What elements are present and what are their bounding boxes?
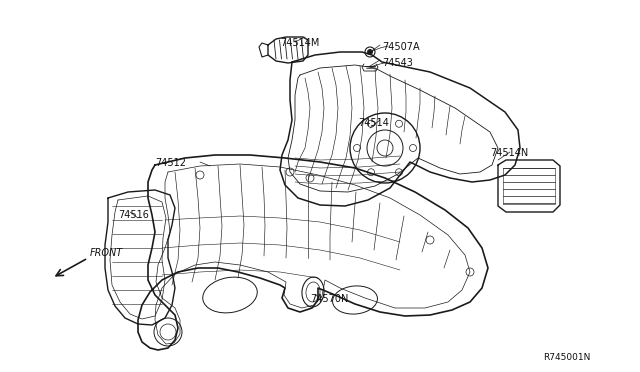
Text: 74514N: 74514N: [490, 148, 528, 158]
Text: R745001N: R745001N: [543, 353, 590, 362]
Text: 74516: 74516: [118, 210, 149, 220]
Text: 74507A: 74507A: [382, 42, 420, 52]
Text: 74514: 74514: [358, 118, 389, 128]
Text: FRONT: FRONT: [90, 248, 124, 258]
Circle shape: [367, 49, 372, 55]
Text: 74543: 74543: [382, 58, 413, 68]
Text: 74514M: 74514M: [280, 38, 319, 48]
Text: 74570N: 74570N: [310, 294, 348, 304]
Text: 74512: 74512: [155, 158, 186, 168]
